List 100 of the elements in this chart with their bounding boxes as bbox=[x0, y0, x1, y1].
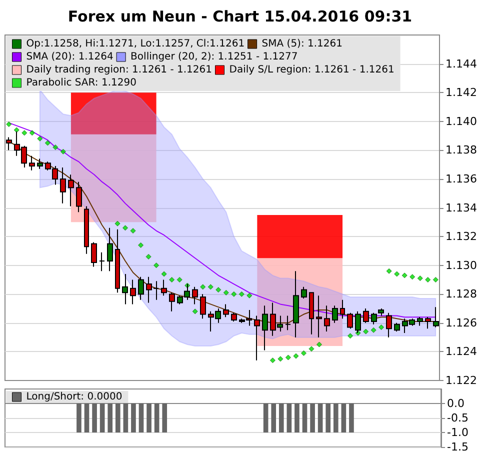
candlestick bbox=[84, 206, 89, 254]
candlestick bbox=[301, 286, 307, 299]
y-tick-label: 1.128 bbox=[446, 288, 478, 301]
candlestick bbox=[91, 242, 97, 268]
candlestick bbox=[68, 174, 74, 207]
point bbox=[52, 144, 58, 150]
y-tick-label: 1.134 bbox=[446, 201, 478, 214]
point bbox=[432, 276, 438, 282]
point bbox=[370, 327, 376, 333]
legend-label: Parabolic SAR: 1.1290 bbox=[26, 78, 136, 88]
point bbox=[37, 136, 43, 142]
candlestick bbox=[99, 252, 105, 272]
candlestick bbox=[262, 305, 268, 351]
y-tick-label: -1.0 bbox=[447, 426, 468, 439]
candlestick bbox=[122, 273, 128, 305]
y-tick-label: 1.124 bbox=[446, 345, 478, 358]
point bbox=[154, 262, 160, 268]
y-tick-label: 1.140 bbox=[446, 114, 478, 128]
point bbox=[308, 346, 314, 352]
candlestick bbox=[115, 228, 120, 294]
point bbox=[386, 268, 392, 274]
point bbox=[22, 130, 28, 136]
y-tick-label: 1.122 bbox=[446, 374, 478, 387]
candlestick bbox=[285, 315, 291, 331]
candlestick bbox=[60, 166, 66, 204]
point bbox=[29, 130, 35, 136]
legend-label: Op:1.1258, Hi:1.1271, Lo:1.1257, Cl:1.1261 bbox=[26, 38, 245, 50]
candlestick bbox=[76, 181, 82, 213]
point bbox=[216, 287, 222, 293]
point bbox=[208, 284, 214, 290]
point bbox=[293, 353, 299, 359]
candlestick bbox=[433, 306, 439, 328]
point bbox=[378, 324, 384, 330]
candlestick bbox=[169, 292, 175, 312]
candlestick bbox=[417, 316, 423, 326]
candlestick bbox=[254, 315, 260, 361]
point bbox=[169, 276, 175, 282]
y-tick-label: 1.136 bbox=[446, 172, 478, 186]
candlestick bbox=[316, 295, 322, 338]
point bbox=[6, 122, 12, 128]
point bbox=[114, 220, 120, 226]
point bbox=[122, 225, 128, 231]
candlestick bbox=[107, 227, 113, 272]
point bbox=[246, 292, 252, 298]
candlestick bbox=[231, 312, 237, 322]
point bbox=[270, 358, 276, 364]
candlestick bbox=[130, 279, 136, 305]
y-tick-label: 1.132 bbox=[446, 230, 478, 244]
candlestick bbox=[425, 316, 431, 330]
point bbox=[363, 328, 369, 334]
point bbox=[223, 290, 229, 296]
y-tick-label: 1.130 bbox=[446, 258, 478, 272]
candlestick bbox=[324, 305, 330, 332]
point bbox=[130, 228, 136, 234]
candlestick bbox=[386, 312, 392, 338]
candlestick bbox=[6, 136, 12, 151]
y-tick-label: 1.142 bbox=[446, 86, 478, 100]
point bbox=[231, 291, 237, 297]
candlestick bbox=[340, 299, 345, 320]
candlestick bbox=[347, 312, 353, 330]
legend-label: Bollinger (20, 2): 1.1251 - 1.1277 bbox=[130, 52, 298, 62]
legend-label: Daily S/L region: 1.1261 - 1.1261 bbox=[229, 64, 394, 76]
legend-label: Long/Short: 0.0000 bbox=[26, 392, 122, 402]
candlestick bbox=[371, 312, 377, 325]
point bbox=[285, 354, 291, 360]
point bbox=[410, 274, 416, 280]
candlestick bbox=[378, 308, 384, 316]
point bbox=[425, 276, 431, 282]
point bbox=[316, 342, 322, 348]
y-tick-label: 0.0 bbox=[447, 397, 464, 410]
chart-title: Forex um Neun - Chart 15.04.2016 09:31 bbox=[68, 8, 412, 26]
candlestick bbox=[192, 286, 198, 305]
candlestick bbox=[223, 304, 229, 318]
point bbox=[138, 242, 144, 248]
y-tick-label: 1.126 bbox=[446, 316, 478, 330]
y-tick-label: -1.5 bbox=[447, 440, 468, 454]
candlestick bbox=[309, 292, 314, 335]
candlestick bbox=[363, 308, 369, 324]
candlestick bbox=[37, 158, 43, 170]
legend-label: SMA (20): 1.1264 bbox=[26, 52, 114, 62]
point bbox=[192, 308, 198, 314]
candlestick bbox=[138, 276, 144, 300]
point bbox=[176, 276, 182, 282]
point bbox=[60, 148, 66, 154]
candlestick bbox=[394, 322, 400, 332]
point bbox=[44, 140, 50, 146]
y-tick-label: 1.138 bbox=[446, 144, 478, 157]
candlestick bbox=[200, 294, 206, 320]
candlestick bbox=[332, 305, 338, 324]
candlestick bbox=[29, 155, 35, 171]
point bbox=[146, 254, 152, 260]
legend-label: SMA (5): 1.1261 bbox=[262, 38, 343, 50]
legend-label: Daily trading region: 1.1261 - 1.1261 bbox=[26, 64, 212, 76]
point bbox=[300, 350, 306, 356]
point bbox=[200, 284, 206, 290]
point bbox=[278, 356, 284, 362]
point bbox=[14, 127, 20, 133]
point bbox=[394, 271, 400, 277]
y-tick-label: 1.144 bbox=[446, 57, 478, 70]
point bbox=[238, 291, 244, 297]
